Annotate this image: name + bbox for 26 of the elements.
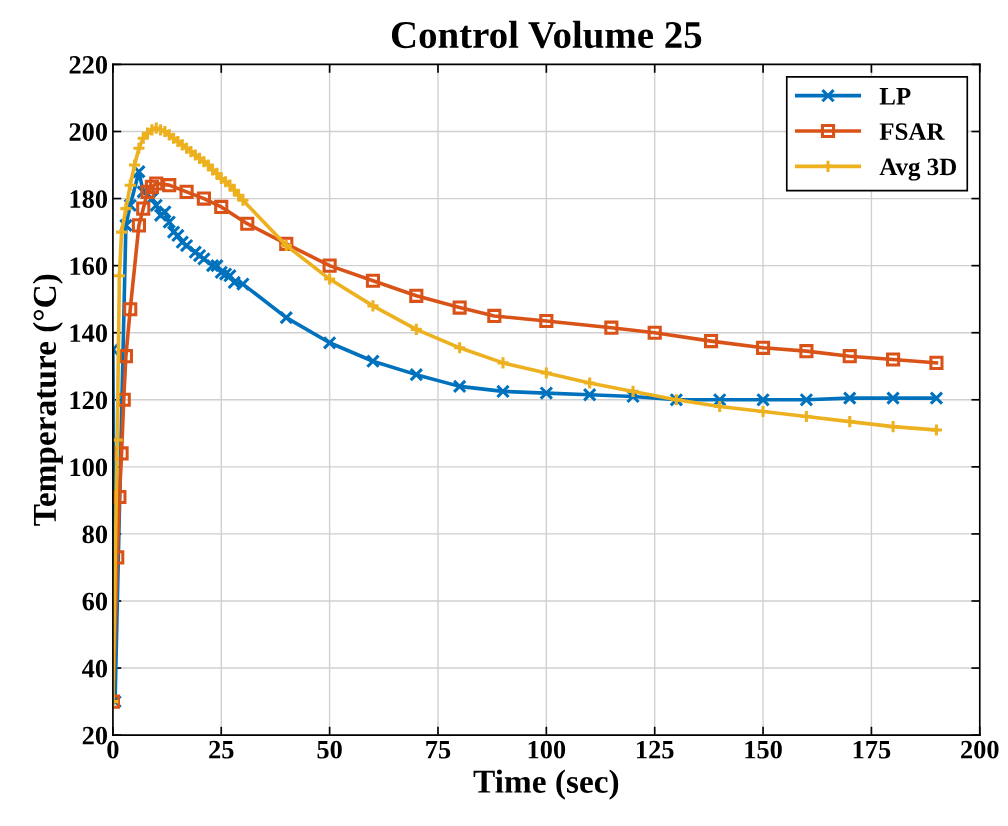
- legend-label: Avg 3D: [879, 158, 957, 181]
- y-tick-label: 220: [69, 56, 108, 74]
- x-tick-label: 50: [317, 740, 342, 759]
- x-tick-label: 175: [853, 740, 891, 759]
- x-tick-label: 100: [528, 740, 566, 759]
- x-axis-title: Time (sec): [473, 769, 619, 800]
- x-tick-label: 75: [426, 741, 451, 759]
- chart-title: Control Volume 25: [391, 20, 702, 49]
- x-tick-label: 0: [107, 740, 119, 759]
- legend-label: LP: [879, 88, 911, 105]
- y-tick-label: 140: [70, 324, 108, 343]
- x-tick-label: 150: [745, 740, 782, 759]
- y-tick-label: 80: [82, 525, 108, 544]
- y-tick-label: 120: [70, 391, 108, 410]
- y-axis-title: Temperature (°C): [32, 274, 63, 526]
- y-tick-label: 180: [70, 190, 108, 208]
- y-tick-label: 40: [82, 659, 108, 678]
- y-tick-label: 60: [82, 592, 108, 611]
- y-tick-label: 20: [82, 726, 108, 745]
- legend-label: FSAR: [879, 123, 945, 140]
- y-tick-label: 100: [70, 458, 108, 477]
- x-tick-label: 200: [961, 740, 999, 759]
- y-tick-label: 160: [70, 257, 108, 276]
- y-tick-label: 200: [69, 123, 108, 141]
- x-tick-label: 125: [637, 740, 674, 759]
- x-tick-label: 25: [209, 740, 234, 759]
